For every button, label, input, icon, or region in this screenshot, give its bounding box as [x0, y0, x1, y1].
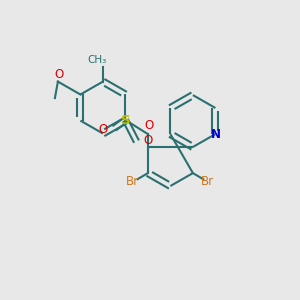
Text: S: S: [121, 113, 130, 127]
Text: O: O: [143, 134, 152, 148]
Text: Br: Br: [126, 176, 140, 188]
Text: N: N: [210, 128, 220, 141]
Text: CH₃: CH₃: [87, 55, 106, 65]
Text: O: O: [99, 123, 108, 136]
Text: O: O: [144, 118, 153, 132]
Text: O: O: [54, 68, 63, 81]
Text: Br: Br: [201, 176, 214, 188]
